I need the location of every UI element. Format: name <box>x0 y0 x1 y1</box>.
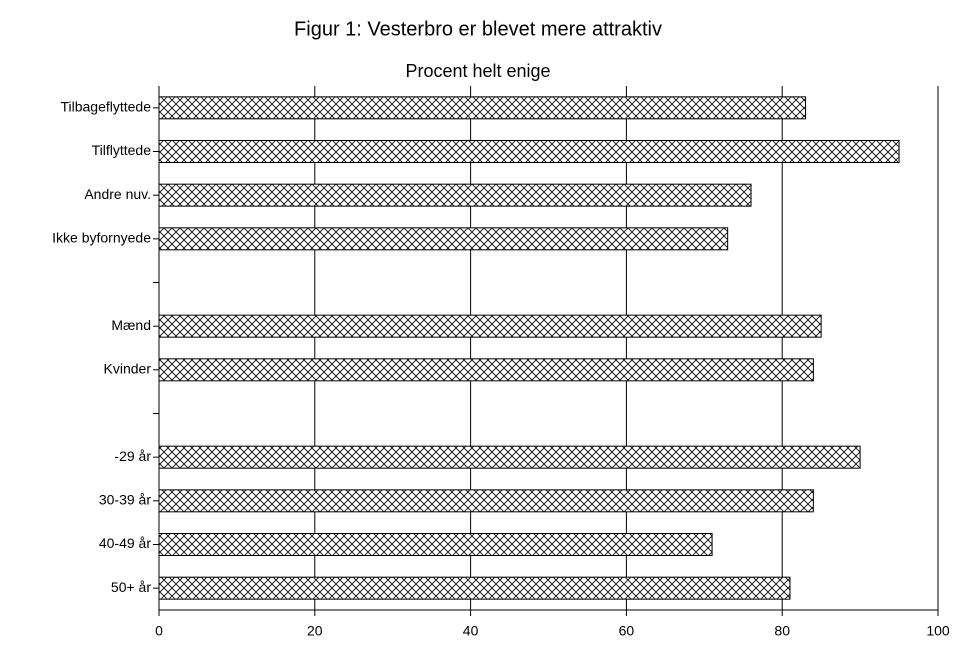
bar <box>158 183 752 207</box>
chart-title: Figur 1: Vesterbro er blevet mere attrak… <box>294 18 662 40</box>
bar <box>158 96 807 120</box>
y-tick-label: Ikke byfornyede <box>52 230 151 246</box>
x-tick-label: 100 <box>926 623 950 639</box>
bar <box>158 445 861 469</box>
x-tick-label: 80 <box>774 623 790 639</box>
chart-subtitle: Procent helt enige <box>405 61 550 81</box>
x-tick-label: 40 <box>463 623 479 639</box>
bar <box>158 576 791 600</box>
y-tick-label: Mænd <box>111 317 151 333</box>
bar <box>158 489 814 513</box>
x-tick-label: 20 <box>307 623 323 639</box>
y-tick-label: Tilflyttede <box>92 142 152 158</box>
bar <box>158 140 900 163</box>
x-tick-label: 60 <box>619 623 635 639</box>
y-tick-label: -29 år <box>114 448 151 464</box>
y-tick-label: 50+ år <box>111 579 151 595</box>
y-tick-label: Kvinder <box>104 361 152 377</box>
bar <box>158 533 713 556</box>
y-tick-label: Tilbageflyttede <box>60 99 151 115</box>
y-tick-label: 30-39 år <box>99 492 151 508</box>
y-tick-label: Andre nuv. <box>84 186 151 202</box>
bar <box>158 227 729 251</box>
x-tick-label: 0 <box>155 623 163 639</box>
y-tick-label: 40-49 år <box>99 535 151 551</box>
bar <box>158 358 814 382</box>
bar <box>158 314 822 338</box>
